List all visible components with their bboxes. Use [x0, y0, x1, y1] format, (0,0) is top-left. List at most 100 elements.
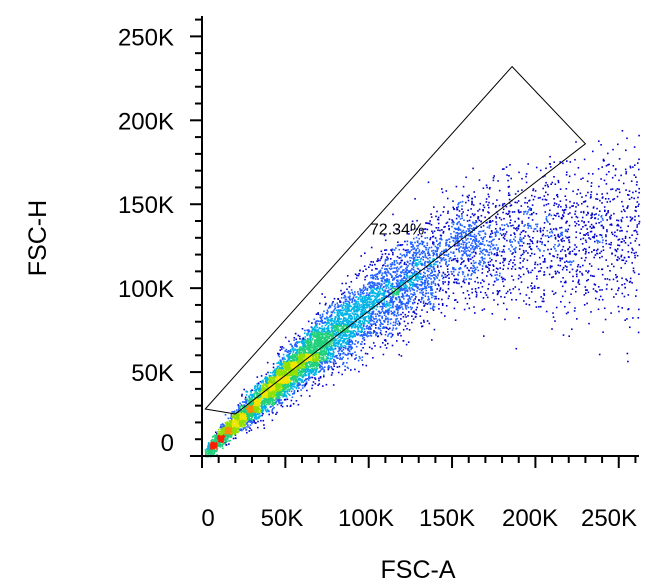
- data-point: [258, 388, 260, 391]
- data-point: [402, 328, 405, 331]
- data-point: [396, 292, 398, 294]
- data-point: [260, 375, 263, 377]
- data-point: [566, 171, 568, 174]
- data-point: [588, 263, 591, 265]
- data-point: [583, 304, 586, 306]
- data-point: [250, 414, 253, 416]
- data-point: [586, 279, 588, 282]
- data-point: [252, 394, 254, 396]
- data-point: [484, 254, 486, 256]
- data-point: [336, 325, 339, 328]
- data-point: [341, 322, 343, 324]
- data-point: [308, 341, 311, 343]
- data-point: [259, 409, 262, 411]
- data-point: [391, 335, 393, 337]
- data-point: [260, 388, 262, 390]
- data-point: [267, 377, 270, 380]
- data-point: [616, 195, 619, 198]
- data-point: [464, 297, 467, 300]
- data-point: [435, 227, 438, 229]
- data-point: [590, 230, 593, 233]
- data-point: [631, 234, 633, 236]
- data-point: [316, 367, 319, 370]
- data-point: [361, 341, 363, 343]
- data-point: [468, 219, 471, 222]
- data-point: [473, 306, 475, 308]
- data-point: [446, 239, 449, 241]
- data-point: [504, 278, 506, 281]
- data-point: [275, 400, 278, 403]
- data-point: [316, 361, 319, 364]
- data-point: [263, 405, 266, 407]
- data-point: [574, 225, 577, 227]
- data-point: [441, 229, 443, 231]
- data-point: [602, 239, 604, 241]
- data-point: [420, 289, 423, 292]
- data-point: [374, 282, 376, 285]
- data-point: [417, 274, 420, 276]
- data-point: [315, 367, 317, 369]
- data-point: [331, 322, 333, 324]
- data-point: [345, 326, 348, 329]
- data-point: [447, 287, 450, 290]
- data-point: [568, 246, 571, 248]
- data-point: [302, 381, 304, 383]
- data-point: [360, 329, 363, 332]
- data-point: [357, 323, 359, 326]
- data-point: [488, 187, 491, 190]
- data-point: [235, 425, 238, 427]
- data-point: [565, 206, 568, 208]
- data-point: [531, 269, 534, 272]
- data-point: [408, 311, 410, 313]
- data-point: [620, 210, 623, 213]
- data-point: [526, 202, 528, 204]
- data-point: [557, 212, 559, 215]
- data-point: [562, 245, 565, 248]
- data-point: [379, 312, 381, 315]
- data-point: [571, 328, 573, 330]
- data-point: [395, 286, 398, 288]
- data-point: [381, 317, 383, 320]
- data-point: [337, 312, 340, 315]
- data-point: [283, 389, 285, 392]
- data-point: [514, 240, 516, 242]
- data-point: [346, 305, 349, 308]
- data-point: [548, 236, 550, 239]
- data-point: [474, 251, 477, 254]
- data-point: [326, 359, 328, 362]
- data-point: [626, 216, 628, 218]
- data-point: [527, 270, 529, 272]
- data-point: [365, 320, 368, 322]
- data-point: [498, 217, 501, 219]
- data-point: [501, 224, 503, 226]
- data-point: [278, 398, 281, 400]
- data-point: [418, 250, 420, 253]
- data-point: [372, 284, 375, 287]
- data-point: [383, 299, 386, 301]
- data-point: [347, 327, 349, 330]
- data-point: [435, 254, 438, 256]
- data-point: [344, 302, 347, 304]
- data-point: [426, 269, 429, 272]
- data-point: [489, 260, 492, 263]
- data-point: [307, 379, 310, 381]
- data-point: [635, 237, 638, 240]
- data-point: [382, 353, 385, 356]
- data-point: [492, 292, 494, 294]
- data-point: [255, 422, 257, 424]
- data-point: [303, 385, 306, 388]
- data-point: [545, 216, 548, 218]
- data-point: [529, 225, 532, 227]
- data-point: [325, 350, 327, 353]
- data-point: [398, 353, 400, 356]
- data-point: [399, 306, 402, 309]
- data-point: [421, 281, 423, 284]
- data-point: [479, 202, 482, 205]
- data-point: [398, 263, 401, 265]
- data-point: [564, 254, 567, 256]
- data-point: [304, 364, 307, 367]
- data-point: [296, 342, 299, 344]
- data-point: [335, 320, 338, 322]
- data-point: [514, 233, 516, 236]
- data-point: [422, 300, 425, 303]
